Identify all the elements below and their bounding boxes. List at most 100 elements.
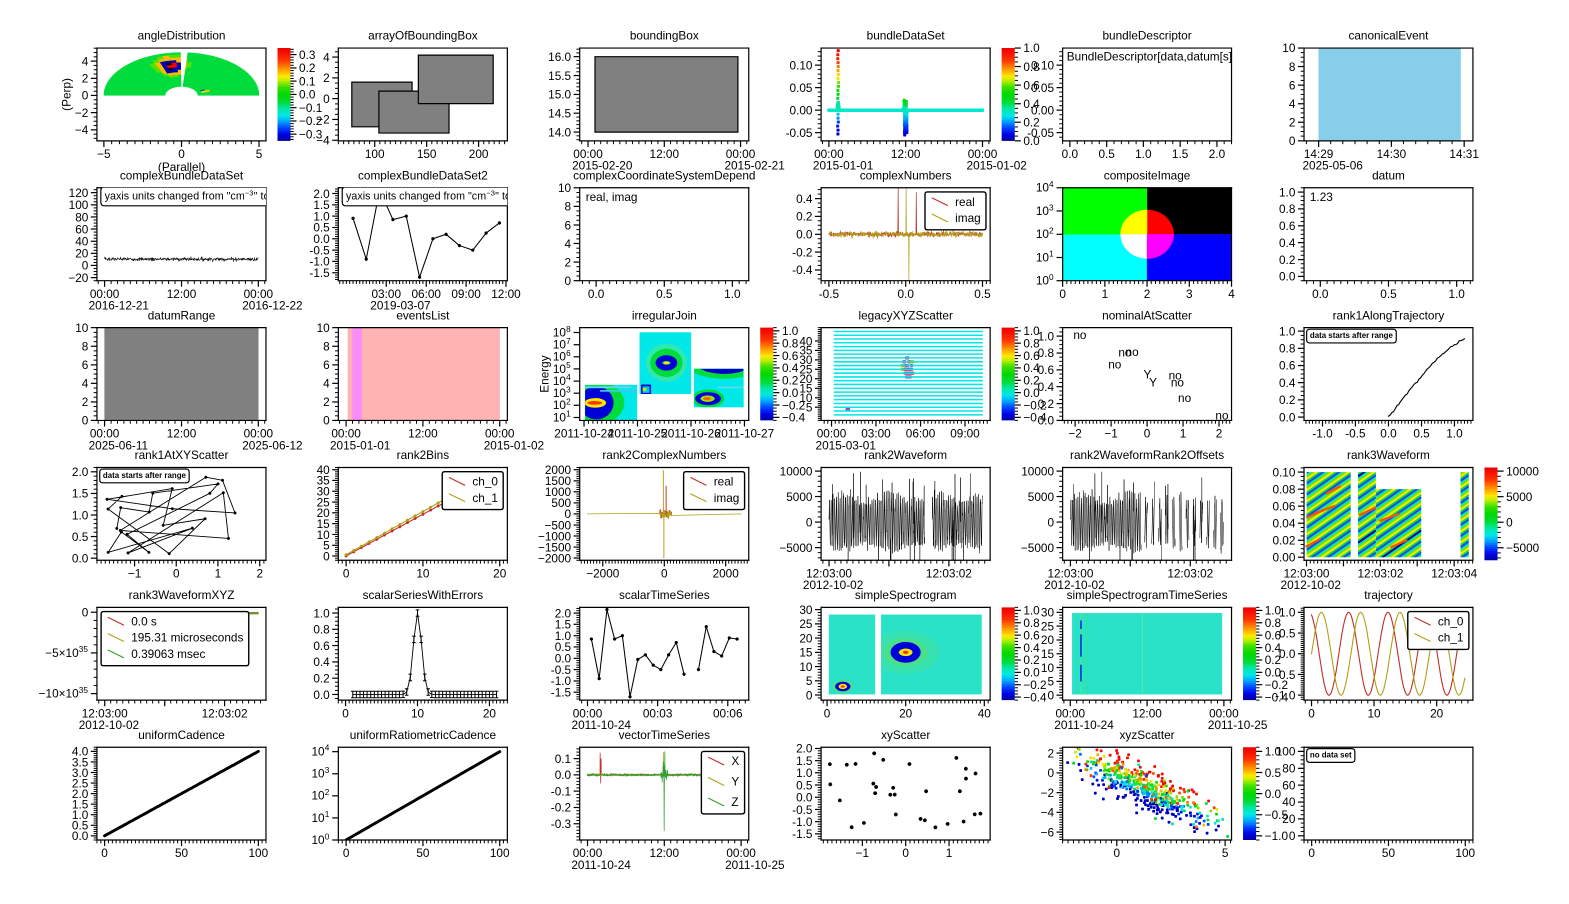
svg-text:legacyXYZScatter: legacyXYZScatter (858, 308, 952, 322)
svg-text:40: 40 (75, 235, 89, 249)
svg-text:1.0: 1.0 (1265, 745, 1282, 759)
svg-text:00:00: 00:00 (817, 427, 847, 441)
svg-text:real: real (714, 475, 734, 489)
svg-text:03:00: 03:00 (371, 287, 401, 301)
svg-text:2: 2 (323, 71, 330, 85)
svg-text:1.0: 1.0 (313, 209, 330, 223)
svg-text:20: 20 (1282, 812, 1296, 826)
svg-text:00:00: 00:00 (814, 147, 844, 161)
svg-text:2: 2 (1047, 746, 1054, 760)
svg-text:−0.2: −0.2 (1023, 398, 1046, 412)
svg-text:8: 8 (565, 200, 572, 214)
svg-text:50: 50 (175, 846, 189, 860)
svg-text:0.39063 msec: 0.39063 msec (131, 647, 205, 661)
svg-text:25: 25 (799, 617, 813, 631)
svg-text:2: 2 (565, 255, 572, 269)
svg-text:bundleDataSet: bundleDataSet (867, 29, 946, 43)
svg-text:imag: imag (955, 211, 981, 225)
svg-text:-0.5: -0.5 (792, 803, 813, 817)
svg-text:40: 40 (978, 706, 992, 720)
svg-text:4: 4 (82, 54, 89, 68)
svg-text:0.00: 0.00 (1272, 551, 1295, 565)
svg-text:−0.4: −0.4 (1265, 690, 1289, 704)
svg-text:−2: −2 (1041, 786, 1054, 800)
svg-text:0: 0 (1506, 516, 1513, 530)
svg-text:−4: −4 (1041, 806, 1055, 820)
svg-text:Y: Y (731, 775, 739, 789)
svg-text:datumRange: datumRange (148, 308, 216, 322)
svg-text:20: 20 (75, 247, 89, 261)
svg-text:1: 1 (1180, 427, 1187, 441)
svg-text:00:00: 00:00 (726, 846, 756, 860)
svg-text:106: 106 (553, 349, 571, 364)
svg-text:-0.3: -0.3 (551, 817, 572, 831)
svg-text:−500: −500 (545, 518, 572, 532)
svg-text:4: 4 (82, 377, 89, 391)
svg-text:80: 80 (75, 210, 89, 224)
svg-text:0.0: 0.0 (1380, 427, 1397, 441)
svg-text:00:06: 00:06 (713, 706, 743, 720)
svg-text:0: 0 (343, 566, 350, 580)
svg-text:0: 0 (82, 414, 89, 428)
svg-text:1.0: 1.0 (72, 508, 89, 522)
svg-text:200: 200 (469, 147, 489, 161)
svg-text:25: 25 (317, 495, 331, 509)
svg-text:Y: Y (1143, 367, 1151, 381)
svg-text:0.10: 0.10 (1031, 58, 1054, 72)
svg-text:00:03: 00:03 (643, 706, 673, 720)
svg-text:uniformCadence: uniformCadence (138, 728, 225, 742)
svg-text:100: 100 (69, 198, 89, 212)
svg-text:2.0: 2.0 (72, 787, 89, 801)
svg-text:0.8: 0.8 (1023, 616, 1040, 630)
svg-text:100: 100 (312, 832, 330, 847)
svg-text:0.0: 0.0 (1023, 666, 1040, 680)
svg-text:−4: −4 (75, 123, 89, 137)
svg-text:2.5: 2.5 (72, 776, 89, 790)
svg-text:0: 0 (902, 846, 909, 860)
svg-text:no: no (1126, 345, 1140, 359)
svg-text:30: 30 (317, 485, 331, 499)
svg-text:0.3: 0.3 (299, 48, 316, 62)
svg-text:101: 101 (1036, 250, 1054, 265)
svg-text:104: 104 (1036, 180, 1054, 195)
svg-text:25: 25 (1041, 619, 1055, 633)
svg-text:2011-10-27: 2011-10-27 (715, 427, 774, 441)
svg-text:8: 8 (1289, 60, 1296, 74)
svg-text:12:00: 12:00 (167, 427, 197, 441)
svg-text:5: 5 (806, 401, 813, 415)
svg-text:60: 60 (75, 222, 89, 236)
svg-text:-0.05: -0.05 (1027, 126, 1054, 140)
svg-text:150: 150 (417, 147, 437, 161)
svg-text:1.0: 1.0 (1135, 147, 1152, 161)
svg-text:1500: 1500 (545, 474, 572, 488)
svg-text:−5: −5 (97, 147, 111, 161)
svg-text:−2: −2 (75, 106, 88, 120)
svg-text:bundleDescriptor: bundleDescriptor (1102, 29, 1191, 43)
svg-text:imag: imag (714, 491, 740, 505)
svg-text:14.0: 14.0 (548, 125, 571, 139)
svg-text:0.0: 0.0 (313, 232, 330, 246)
svg-text:2011-10-25: 2011-10-25 (725, 858, 785, 872)
svg-text:100: 100 (1276, 745, 1296, 759)
svg-text:09:00: 09:00 (451, 287, 481, 301)
svg-text:00:00: 00:00 (331, 427, 361, 441)
svg-text:−5000: −5000 (1021, 541, 1055, 555)
svg-text:0.0: 0.0 (1023, 134, 1040, 148)
svg-text:−0.1: −0.1 (299, 101, 322, 115)
svg-text:0: 0 (1289, 134, 1296, 148)
svg-text:0: 0 (1059, 287, 1066, 301)
svg-text:1.0: 1.0 (724, 287, 741, 301)
svg-text:−1: −1 (856, 846, 869, 860)
svg-text:0.8: 0.8 (1023, 60, 1040, 74)
svg-text:no: no (1215, 409, 1229, 423)
svg-text:0.08: 0.08 (1272, 482, 1295, 496)
svg-text:−2000: −2000 (538, 551, 572, 565)
svg-text:12:00: 12:00 (408, 427, 438, 441)
svg-text:103: 103 (312, 766, 330, 781)
svg-text:−1000: −1000 (538, 529, 572, 543)
svg-text:0.0: 0.0 (313, 688, 330, 702)
svg-text:2015-03-01: 2015-03-01 (816, 438, 876, 452)
svg-text:20: 20 (317, 506, 331, 520)
svg-text:2025-06-12: 2025-06-12 (242, 438, 302, 452)
svg-text:10: 10 (558, 181, 572, 195)
